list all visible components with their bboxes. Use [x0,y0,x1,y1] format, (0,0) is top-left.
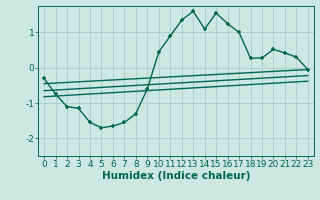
X-axis label: Humidex (Indice chaleur): Humidex (Indice chaleur) [102,171,250,181]
